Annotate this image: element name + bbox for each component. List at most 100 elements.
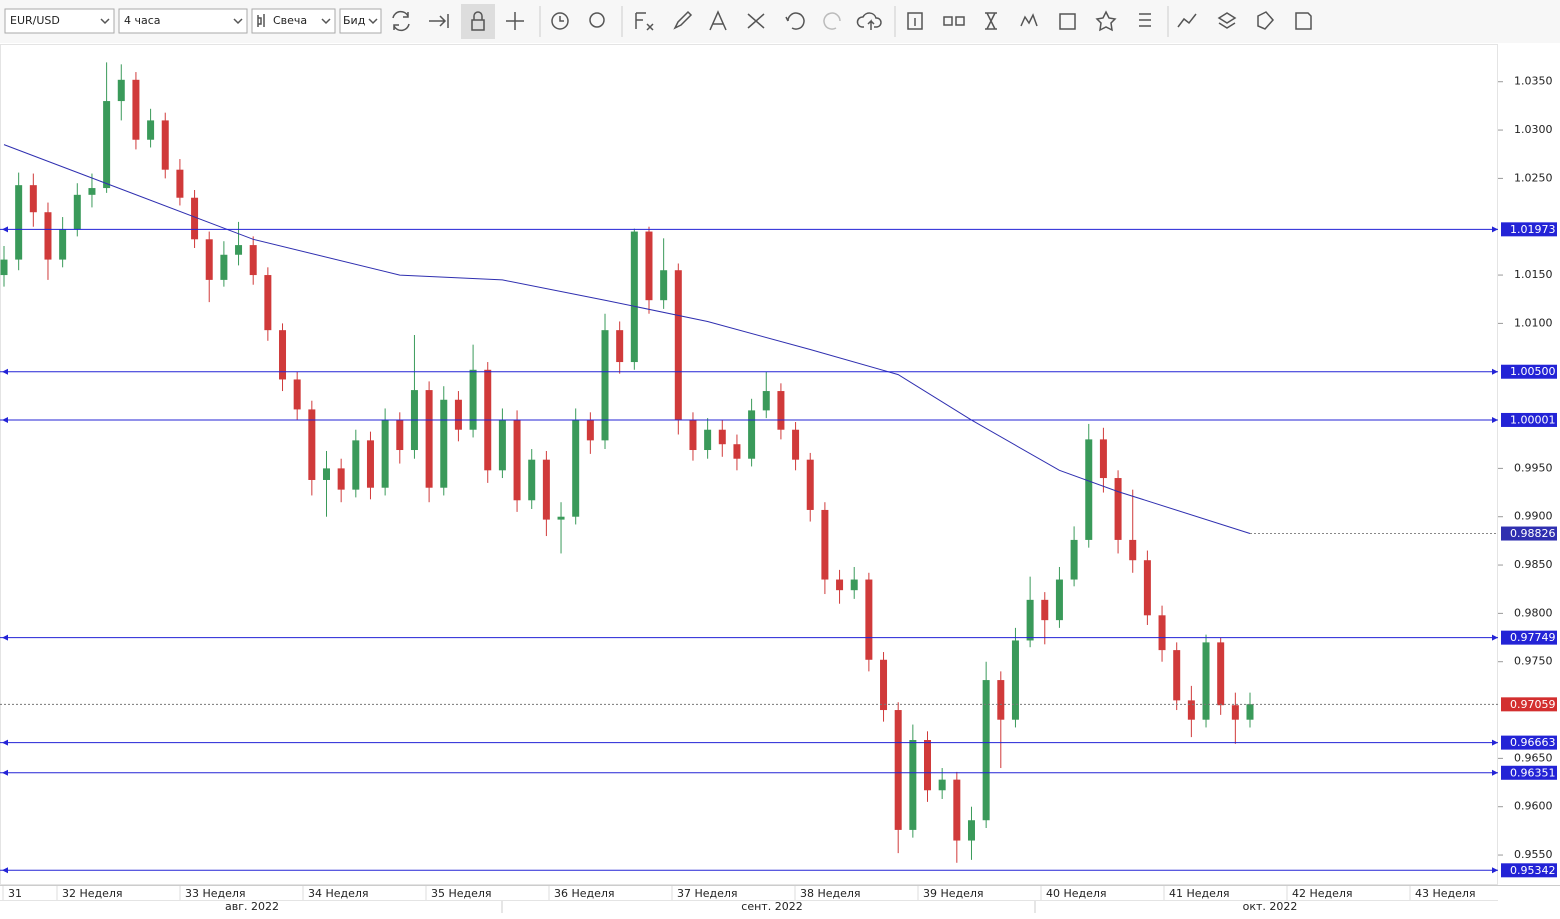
- candle-body: [117, 79, 125, 102]
- price-type: Бид: [343, 14, 366, 27]
- hourglass-icon[interactable]: [985, 12, 997, 30]
- trend-icon[interactable]: [1177, 13, 1197, 28]
- clock-icon[interactable]: [551, 12, 569, 30]
- y-tick-label: 0.9600: [1514, 800, 1553, 813]
- candle-body: [1099, 439, 1107, 479]
- candle-body: [308, 409, 316, 480]
- zoom-icon[interactable]: [589, 12, 605, 28]
- candle-body: [616, 330, 624, 363]
- level-box: [1501, 863, 1557, 878]
- candle-body: [1041, 599, 1049, 621]
- candle-body: [586, 420, 594, 441]
- level-box: [1501, 765, 1557, 780]
- level-box: [1501, 412, 1557, 427]
- candle-body: [982, 680, 990, 821]
- candle-body: [469, 369, 477, 430]
- candle-body: [1231, 705, 1239, 720]
- layers-icon[interactable]: [1217, 12, 1237, 29]
- candle-body: [1055, 579, 1063, 621]
- candle-body: [528, 459, 536, 501]
- y-tick-label: 0.9950: [1514, 461, 1553, 474]
- candle-body: [762, 391, 770, 411]
- level-box: [1501, 630, 1557, 645]
- undo-icon[interactable]: [785, 12, 805, 30]
- ma-price-label: 0.98826: [1510, 527, 1556, 540]
- candle-body: [748, 410, 756, 459]
- style-select[interactable]: [251, 8, 336, 34]
- week-label: 34 Неделя: [308, 887, 369, 900]
- level-label: 0.95342: [1510, 864, 1556, 877]
- week-label: 39 Неделя: [923, 887, 984, 900]
- candle-body: [792, 429, 800, 460]
- calendar-icon[interactable]: [1059, 13, 1076, 30]
- dropdown-arrow: [100, 18, 110, 25]
- overlay: 0.98826 1.01973 1.00500 1.00001 0.97749 0.966…: [1501, 222, 1557, 878]
- level-label: 0.96663: [1510, 736, 1556, 749]
- week-label: 33 Неделя: [185, 887, 246, 900]
- template-icon[interactable]: [1257, 11, 1274, 30]
- wave-icon[interactable]: [1020, 13, 1038, 27]
- level-label: 1.00500: [1510, 365, 1556, 378]
- y-tick-label: 0.9750: [1514, 655, 1553, 668]
- week-label: 42 Неделя: [1292, 887, 1353, 900]
- week-label: 36 Неделя: [554, 887, 615, 900]
- week-label: 35 Неделя: [431, 887, 492, 900]
- redo-icon[interactable]: [823, 12, 841, 30]
- scroll-icon[interactable]: [429, 14, 449, 28]
- candle-body: [366, 440, 374, 488]
- month-label: окт. 2022: [1243, 900, 1298, 913]
- candle-body: [322, 468, 330, 480]
- pencil-icon[interactable]: [673, 10, 693, 30]
- candle-body: [498, 420, 506, 471]
- candle-body: [513, 420, 521, 501]
- y-tick-label: 1.0300: [1514, 123, 1553, 136]
- y-tick-label: 1.0150: [1514, 268, 1553, 281]
- week-label: 38 Неделя: [800, 887, 861, 900]
- current-price-box: [1501, 697, 1557, 712]
- week-label: 32 Неделя: [62, 887, 123, 900]
- candle-body: [132, 79, 140, 140]
- candle-body: [1217, 642, 1225, 706]
- candle-body: [1070, 539, 1078, 580]
- compare-icon[interactable]: [943, 16, 965, 26]
- candle-body: [29, 185, 37, 213]
- candle-body: [425, 390, 433, 488]
- upload-icon[interactable]: [856, 12, 882, 30]
- dropdown-arrow: [321, 18, 331, 25]
- indicator-icon[interactable]: [635, 12, 654, 31]
- y-tick-label: 1.0100: [1514, 316, 1553, 329]
- symbol-select[interactable]: [4, 8, 115, 34]
- candle-body: [73, 194, 81, 230]
- candle-icon: [257, 14, 265, 27]
- candle-body: [161, 120, 169, 170]
- candle-body: [337, 468, 345, 490]
- pattern-icon[interactable]: [747, 13, 765, 29]
- ma-price-box: [1501, 526, 1557, 541]
- level-label: 0.96351: [1510, 766, 1556, 779]
- y-tick-label: 0.9550: [1514, 848, 1553, 861]
- y-tick-label: 0.9900: [1514, 510, 1553, 523]
- candle-body: [1246, 704, 1254, 720]
- candle-body: [997, 680, 1005, 720]
- candle-body: [1158, 615, 1166, 651]
- candle-body: [953, 779, 961, 841]
- candle-body: [396, 420, 404, 451]
- month-label: сент. 2022: [741, 900, 802, 913]
- lock-button[interactable]: [461, 4, 495, 39]
- refresh-icon[interactable]: [392, 10, 410, 32]
- fib-icon[interactable]: [709, 10, 727, 31]
- info-icon[interactable]: [907, 12, 923, 30]
- y-tick-label: 0.9850: [1514, 558, 1553, 571]
- level-label: 0.97749: [1510, 631, 1556, 644]
- crosshair-icon[interactable]: [506, 12, 524, 30]
- save-icon[interactable]: [1295, 12, 1312, 30]
- candle-body: [1143, 560, 1151, 616]
- list-icon[interactable]: [1139, 13, 1151, 27]
- candle-body: [850, 579, 858, 591]
- star-icon[interactable]: [1095, 10, 1117, 32]
- candle-body: [264, 275, 272, 331]
- candle-body: [894, 710, 902, 830]
- timeframe-select[interactable]: [118, 8, 248, 34]
- week-label: 41 Неделя: [1169, 887, 1230, 900]
- lock-icon: [471, 11, 485, 31]
